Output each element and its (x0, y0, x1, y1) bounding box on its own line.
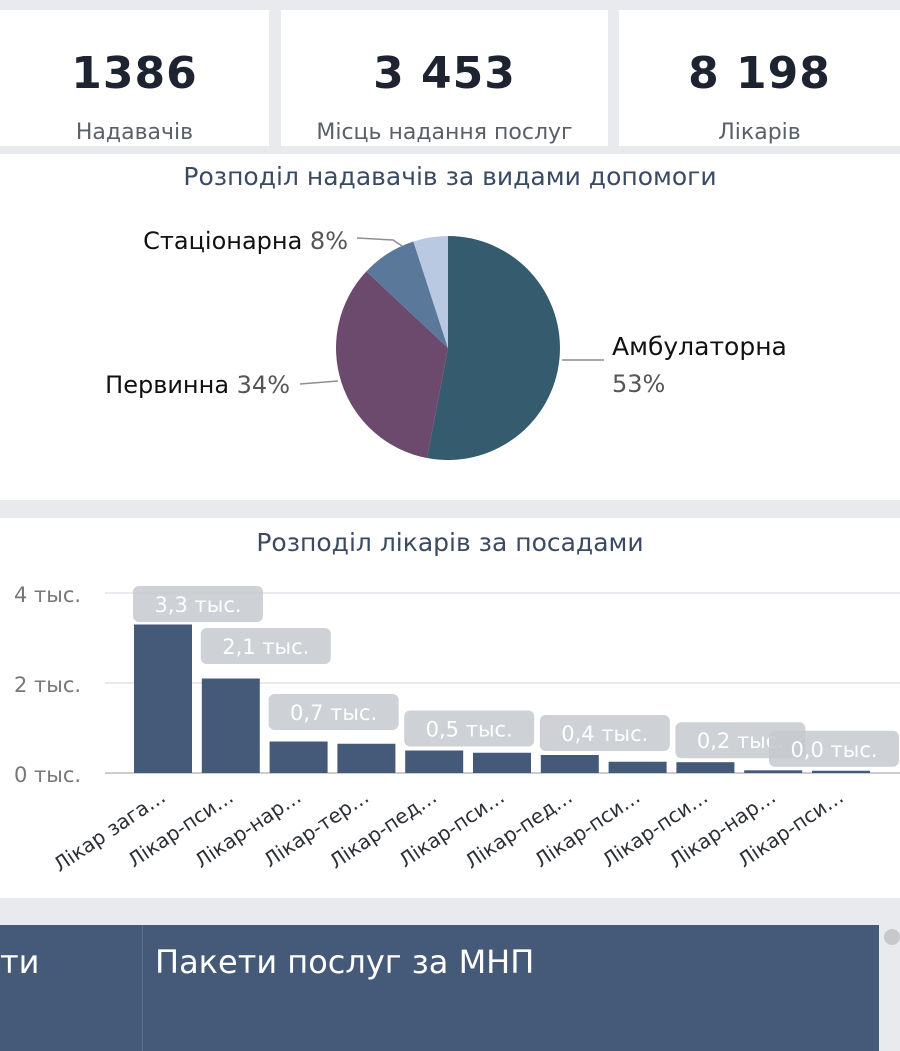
data-label-0,0-тыс.: 0,0 тыс. (769, 730, 899, 767)
data-label-text: 2,1 тыс. (222, 635, 309, 659)
bar-6[interactable] (473, 752, 531, 773)
data-label-0,5-тыс.: 0,5 тыс. (404, 710, 535, 747)
bar-8[interactable] (608, 761, 667, 773)
pie-label: Стаціонарна 8% (143, 227, 348, 255)
y-tick-label: 2 тыс. (14, 673, 81, 697)
data-label-text: 0,7 тыс. (290, 701, 377, 725)
data-label-text: 0,5 тыс. (426, 718, 513, 742)
kpi-card-providers: 1386 Надавачів (0, 10, 269, 146)
kpi-label: Місць надання послуг (316, 120, 573, 145)
data-label-bg (539, 715, 670, 751)
pie-chart-title: Розподіл надавачів за видами допомоги (183, 162, 717, 191)
scrollbar-thumb[interactable] (884, 929, 900, 945)
pie-label-pct: 8% (310, 227, 348, 255)
data-label-text: 3,3 тыс. (154, 593, 241, 617)
pie-label-name: Стаціонарна (143, 227, 310, 255)
leader-line (356, 237, 403, 247)
x-tick-label: Лікар зага… (49, 784, 170, 876)
data-label-3,3-тыс.: 3,3 тыс. (133, 586, 263, 622)
pie-slice-2[interactable] (335, 271, 448, 459)
bar-7[interactable] (540, 755, 599, 773)
kpi-label: Лікарів (718, 120, 801, 145)
kpi-value: 1386 (71, 48, 198, 99)
y-tick-label: 0 тыс. (14, 763, 81, 787)
kpi-value: 3 453 (373, 48, 516, 99)
data-label-text: 0,4 тыс. (561, 722, 648, 746)
kpi-card-service-places: 3 453 Місць надання послуг (281, 10, 608, 146)
bar-2[interactable] (201, 678, 260, 774)
bar-chart[interactable]: 0 тыс. 2 тыс. 4 тыс. 3,3 тыс. 2,1 тыс. 0,7 ты… (0, 518, 900, 898)
data-label-bg (133, 586, 263, 622)
bar-3[interactable] (269, 741, 328, 774)
bar-chart-title: Розподіл лікарів за посадами (256, 528, 644, 557)
bar-chart-card: Розподіл лікарів за посадами 0 тыс. 2 тыс… (0, 518, 900, 898)
column-divider[interactable] (142, 925, 143, 1051)
pie-label: Первинна 34% (105, 371, 290, 399)
data-label-bg (200, 628, 331, 664)
bar-10[interactable] (744, 770, 803, 773)
pie-label-name: Первинна (105, 371, 237, 399)
bar-4[interactable] (337, 743, 396, 773)
data-label-0,4-тыс.: 0,4 тыс. (539, 715, 670, 751)
pie-label-pct: 53% (612, 370, 665, 398)
table-header-col1[interactable]: ти (0, 943, 40, 981)
y-tick-label: 4 тыс. (14, 583, 81, 607)
data-label-2,1-тыс.: 2,1 тыс. (200, 628, 331, 664)
pie-slice-4[interactable] (413, 236, 448, 348)
table-header-col2[interactable]: Пакети послуг за МНП (155, 943, 535, 981)
bar-9[interactable] (676, 762, 735, 773)
kpi-label: Надавачів (75, 120, 194, 145)
data-label-bg (769, 730, 899, 767)
bar-11[interactable] (812, 770, 870, 773)
leader-line (299, 380, 339, 385)
pie-label-pct: 34% (237, 371, 290, 399)
pie-slice-1[interactable] (427, 236, 560, 460)
data-label-bg (268, 694, 399, 730)
pie-chart-card: Розподіл надавачів за видами допомоги Ам… (0, 154, 900, 500)
kpi-card-doctors: 8 198 Лікарів (619, 10, 900, 146)
pie-chart[interactable]: Амбулаторна 53% Первинна 34% Стаціонарна 8% (0, 154, 900, 500)
service-packages-table: ти Пакети послуг за МНП (0, 925, 879, 1051)
data-label-0,7-тыс.: 0,7 тыс. (268, 694, 399, 730)
bar-1[interactable] (134, 624, 192, 774)
data-label-text: 0,0 тыс. (790, 738, 877, 762)
data-label-bg (404, 710, 535, 747)
bar-5[interactable] (405, 750, 464, 774)
kpi-value: 8 198 (688, 48, 831, 99)
pie-label-name: Амбулаторна (612, 332, 787, 361)
pie-slice-3[interactable] (366, 241, 448, 348)
